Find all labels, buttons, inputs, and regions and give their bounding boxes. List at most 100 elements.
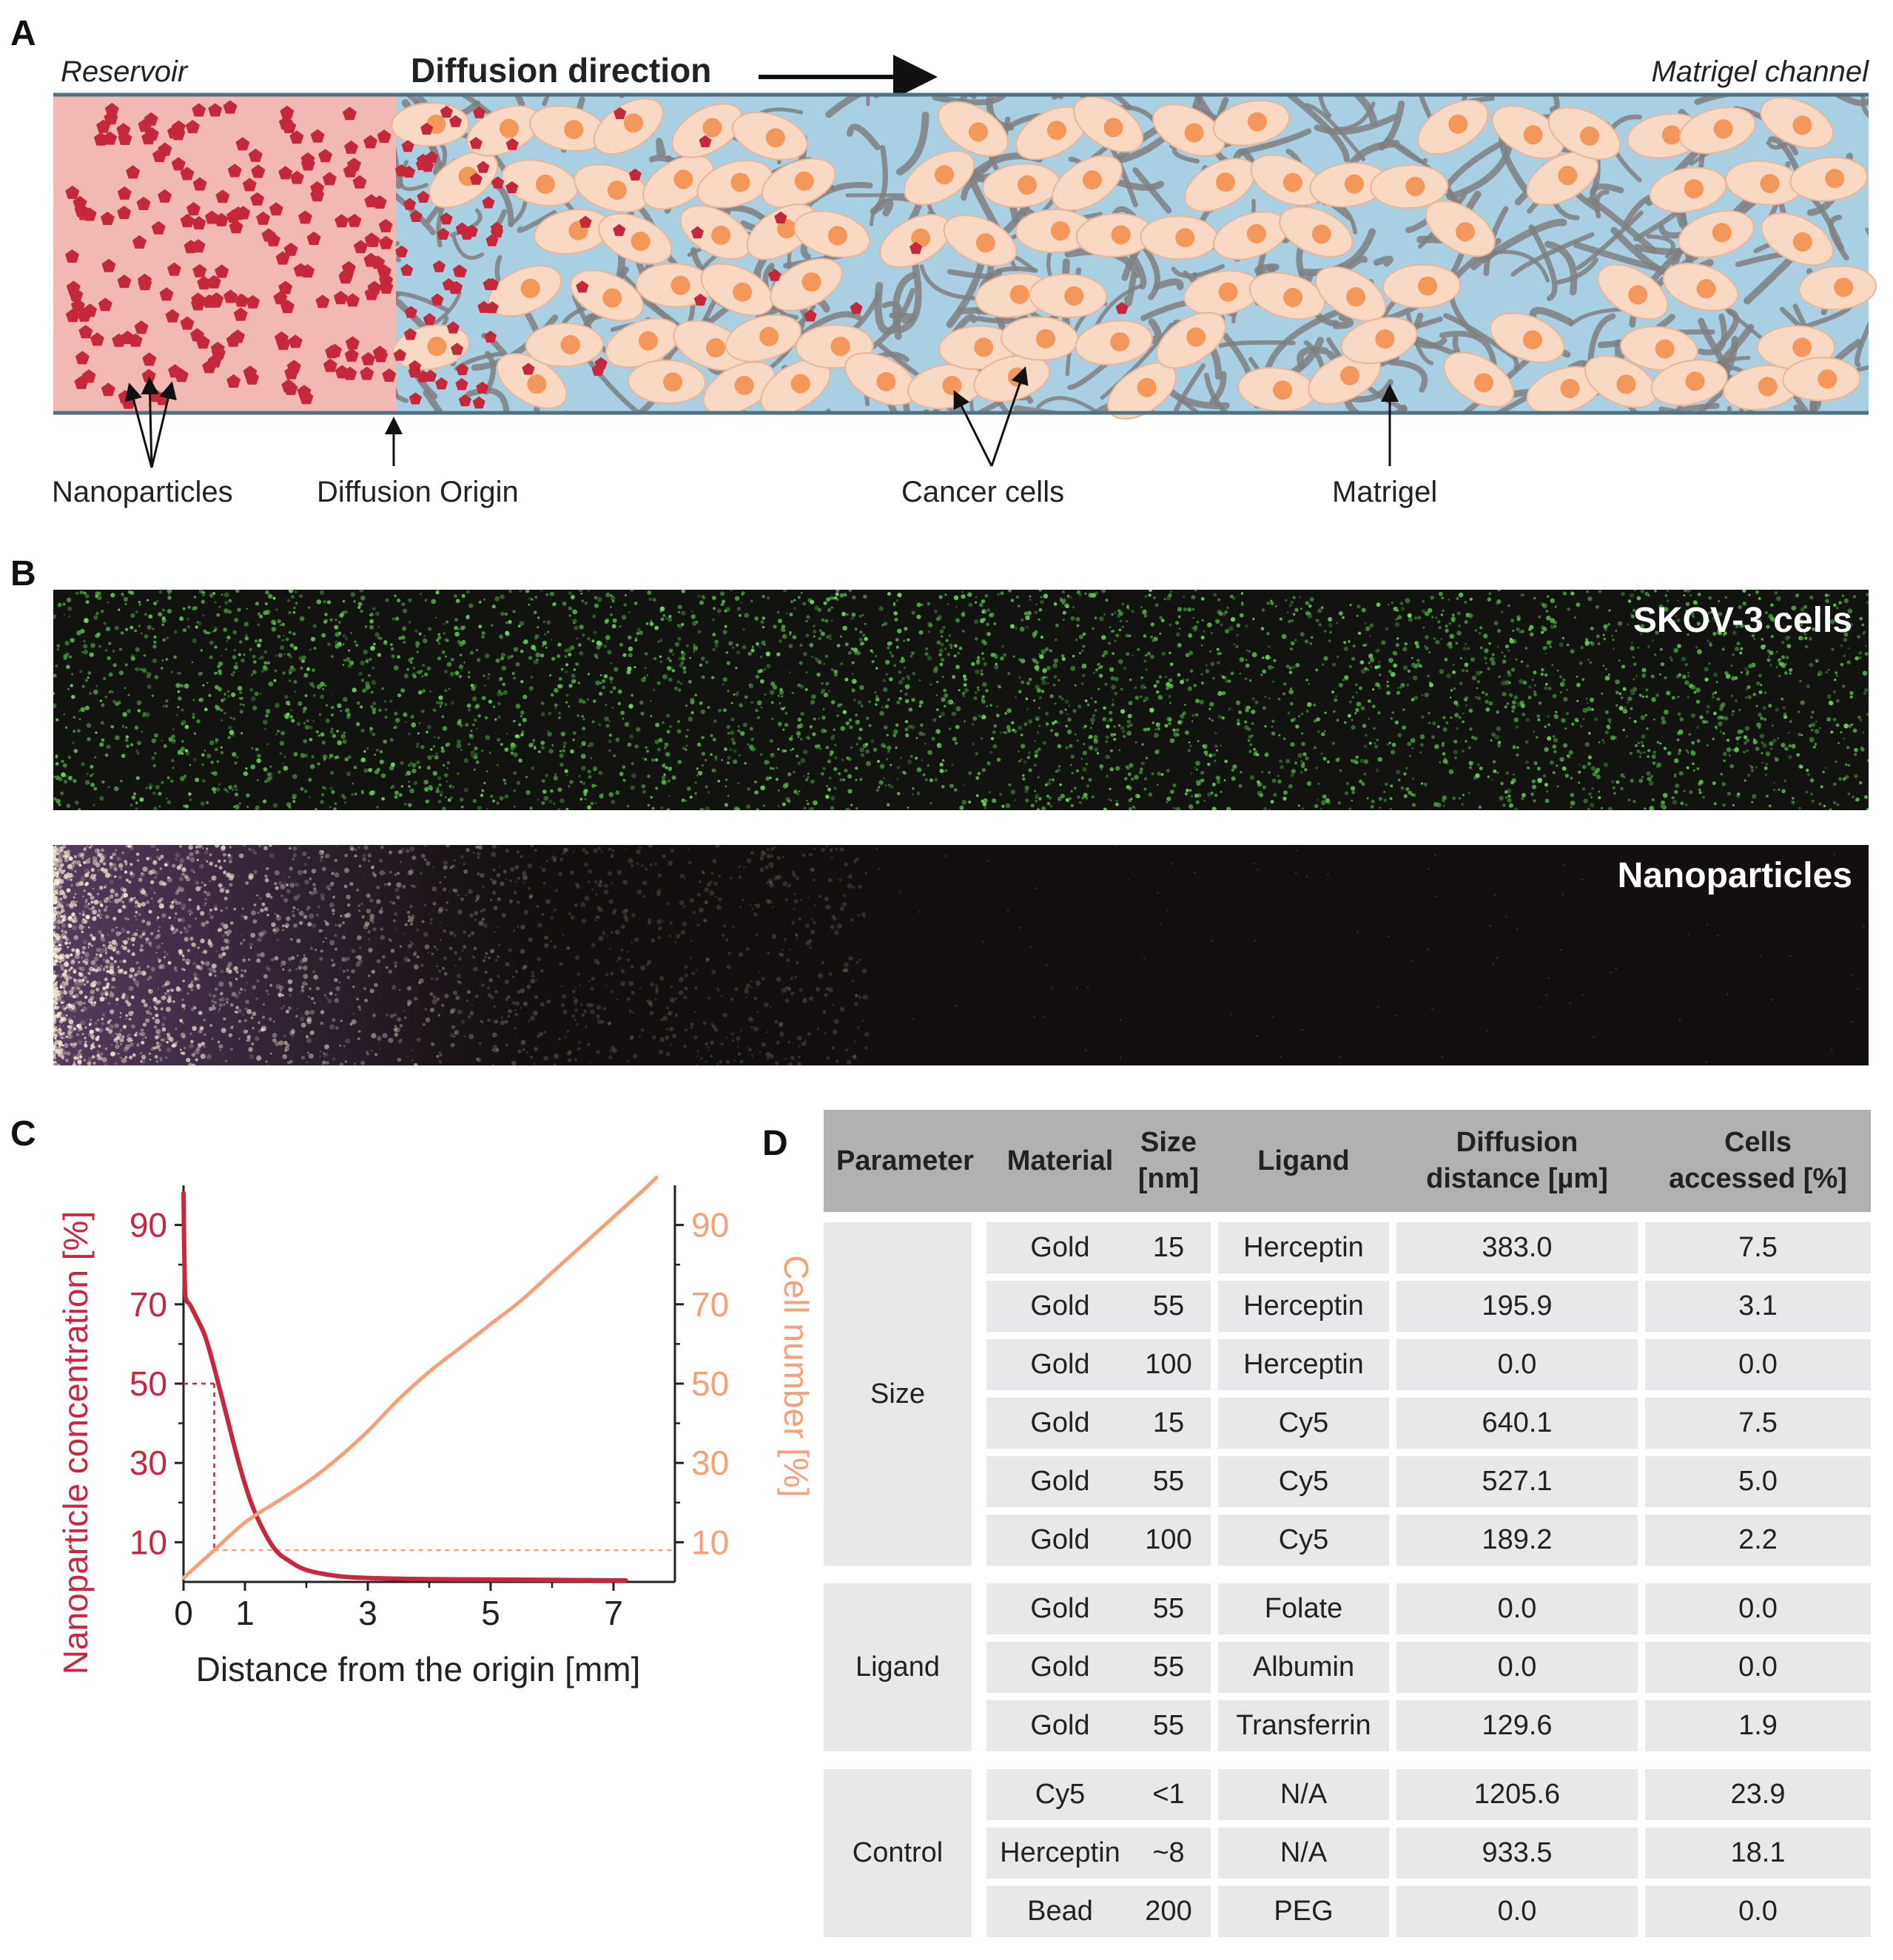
cell-fluorescence-dot — [330, 695, 332, 697]
cell-fluorescence-dot — [736, 607, 742, 611]
cell-fluorescence-dot — [1169, 623, 1172, 627]
cell-fluorescence-dot — [283, 765, 289, 771]
cell-fluorescence-dot — [1083, 792, 1088, 798]
cell-fluorescence-dot — [480, 749, 484, 752]
cell-fluorescence-dot — [1840, 644, 1843, 647]
cell-fluorescence-dot — [291, 718, 295, 723]
cell-fluorescence-dot — [936, 681, 939, 684]
cell-fluorescence-dot — [1428, 607, 1433, 613]
cell-fluorescence-dot — [944, 593, 947, 596]
cell-fluorescence-dot — [581, 715, 584, 718]
cell-fluorescence-dot — [592, 614, 596, 619]
cell-fluorescence-dot — [1342, 678, 1345, 681]
cell-fluorescence-dot — [323, 599, 326, 604]
cell-fluorescence-dot — [189, 764, 192, 767]
cell-fluorescence-dot — [1453, 739, 1458, 744]
cell-fluorescence-dot — [1049, 729, 1054, 733]
cell-fluorescence-dot — [155, 784, 160, 789]
cell-fluorescence-dot — [1187, 749, 1191, 752]
cell-fluorescence-dot — [1696, 622, 1701, 626]
cell-fluorescence-dot — [232, 671, 235, 674]
cell-fluorescence-dot — [588, 744, 590, 747]
cell-fluorescence-dot — [1375, 768, 1379, 772]
nanoparticle — [171, 127, 186, 141]
cell-fluorescence-dot — [130, 613, 135, 619]
cell-fluorescence-dot — [1058, 679, 1060, 681]
cell-fluorescence-dot — [124, 687, 126, 690]
cell-fluorescence-dot — [953, 654, 957, 658]
cell-fluorescence-dot — [629, 734, 633, 739]
matrigel-fiber — [584, 355, 642, 413]
cell-fluorescence-dot — [152, 644, 157, 649]
cell-fluorescence-dot — [444, 670, 448, 674]
cell-fluorescence-dot — [1783, 715, 1786, 719]
cell-fluorescence-dot — [1337, 757, 1340, 760]
cell-fluorescence-dot — [269, 772, 273, 776]
cell-fluorescence-dot — [1516, 746, 1519, 749]
cell-fluorescence-dot — [1115, 766, 1120, 771]
cell-fluorescence-dot — [961, 612, 966, 617]
cell-fluorescence-dot — [1301, 732, 1304, 735]
cell-fluorescence-dot — [477, 714, 481, 718]
cell-fluorescence-dot — [223, 592, 229, 598]
cell-fluorescence-dot — [564, 670, 568, 674]
cell-fluorescence-dot — [1735, 736, 1740, 741]
cell-fluorescence-dot — [153, 635, 157, 639]
cell-fluorescence-dot — [688, 680, 692, 684]
cell-fluorescence-dot — [1830, 730, 1834, 734]
cell-fluorescence-dot — [1072, 655, 1075, 658]
nanoparticle — [421, 160, 434, 172]
cell-fluorescence-dot — [1302, 807, 1304, 810]
cell-fluorescence-dot — [952, 675, 956, 679]
cell-fluorescence-dot — [167, 596, 172, 600]
cell-fluorescence-dot — [1071, 772, 1074, 775]
cell-fluorescence-dot — [559, 753, 564, 758]
cell-fluorescence-dot — [95, 684, 98, 687]
cell-fluorescence-dot — [73, 730, 76, 733]
cell-fluorescence-dot — [1843, 654, 1846, 657]
cell-fluorescence-dot — [1165, 676, 1167, 678]
cell-fluorescence-dot — [334, 632, 340, 637]
cell-fluorescence-dot — [1756, 681, 1761, 686]
cell-fluorescence-dot — [1360, 668, 1366, 674]
cell-fluorescence-dot — [540, 745, 545, 750]
cell-fluorescence-dot — [1304, 768, 1308, 772]
cell-fluorescence-dot — [1056, 768, 1060, 772]
cell-fluorescence-dot — [1248, 750, 1252, 753]
cell-fluorescence-dot — [1556, 764, 1559, 767]
cell-fluorescence-dot — [95, 611, 99, 616]
cell-fluorescence-dot — [557, 654, 561, 659]
cell-fluorescence-dot — [1843, 738, 1846, 740]
cell-fluorescence-dot — [1237, 718, 1240, 722]
cell-fluorescence-dot — [1482, 691, 1485, 694]
matrigel-fiber — [946, 255, 986, 329]
cell-fluorescence-dot — [1491, 732, 1496, 737]
cancer-cell — [982, 163, 1060, 208]
cell-fluorescence-dot — [1126, 766, 1130, 770]
cell-fluorescence-dot — [522, 718, 527, 723]
cell-fluorescence-dot — [239, 640, 243, 644]
cell-fluorescence-dot — [251, 747, 254, 750]
cell-fluorescence-dot — [611, 800, 616, 804]
cell-fluorescence-dot — [1026, 681, 1031, 686]
cell-fluorescence-dot — [781, 802, 786, 806]
cell-fluorescence-dot — [1194, 590, 1197, 592]
cell-fluorescence-dot — [1129, 763, 1134, 768]
cell-fluorescence-dot — [1044, 647, 1049, 652]
cell-fluorescence-dot — [580, 593, 583, 595]
cell-fluorescence-dot — [1620, 787, 1624, 791]
cell-fluorescence-dot — [1632, 687, 1638, 692]
cell-fluorescence-dot — [1150, 654, 1154, 659]
cell-fluorescence-dot — [655, 722, 660, 727]
cell-fluorescence-dot — [1374, 744, 1378, 749]
cell-fluorescence-dot — [1747, 695, 1752, 699]
cell-fluorescence-dot — [1256, 752, 1260, 757]
cell-fluorescence-dot — [323, 758, 326, 761]
cell-fluorescence-dot — [1407, 741, 1412, 747]
cell-fluorescence-dot — [204, 750, 206, 752]
cell-fluorescence-dot — [1467, 647, 1470, 650]
cell-fluorescence-dot — [254, 808, 258, 810]
cell-fluorescence-dot — [624, 593, 628, 597]
cell-fluorescence-dot — [475, 760, 480, 764]
cell-fluorescence-dot — [1311, 636, 1314, 639]
